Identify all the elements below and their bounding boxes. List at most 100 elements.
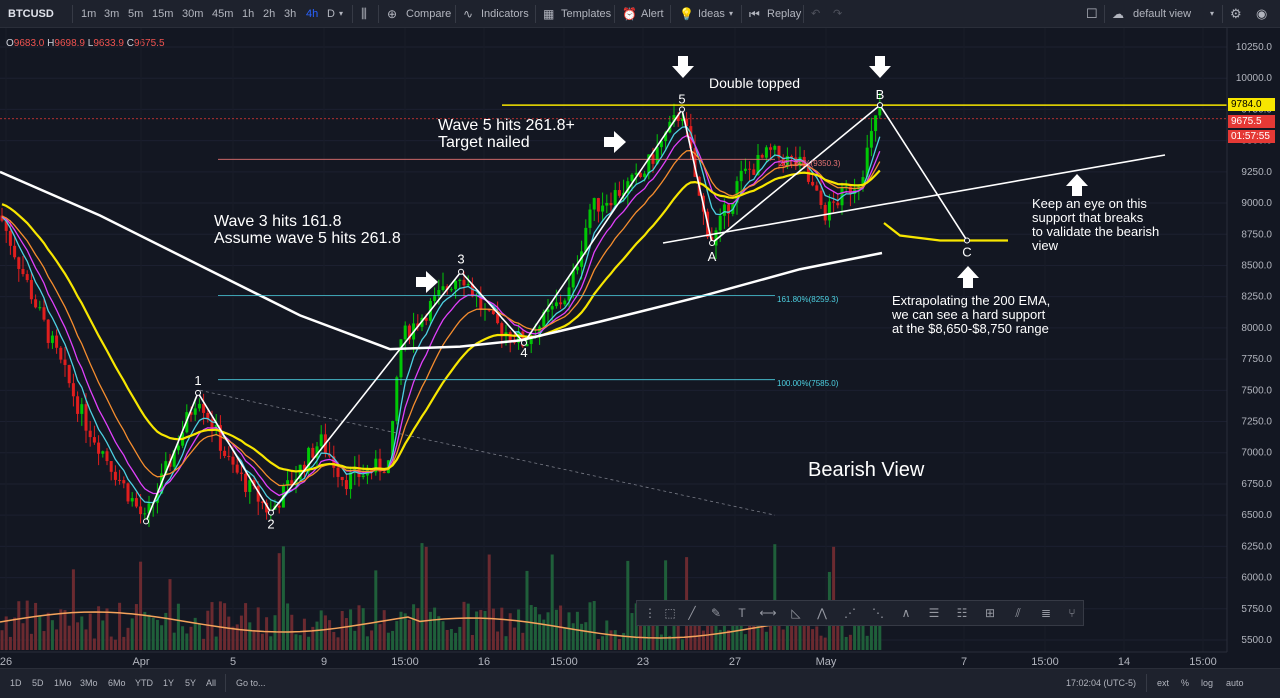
fan-icon[interactable]: ⫽ — [1015, 606, 1021, 620]
time-tick-label: 5 — [230, 656, 236, 668]
interval-1h[interactable]: 1h — [242, 8, 255, 20]
interval-45m[interactable]: 45m — [212, 8, 234, 20]
cursor-icon[interactable]: ⬚ — [664, 606, 676, 620]
grid-icon[interactable]: ⊞ — [984, 606, 996, 620]
interval-d[interactable]: D — [327, 8, 335, 20]
symbol-search[interactable]: BTCUSD — [8, 8, 54, 20]
undo-icon[interactable]: ↶ — [811, 8, 821, 20]
channel-icon[interactable]: ≣ — [1040, 606, 1052, 620]
candle-body — [88, 430, 92, 438]
chevron-down-icon[interactable]: ▾ — [1210, 9, 1215, 18]
fullscreen-icon[interactable]: ☐ — [1086, 6, 1098, 21]
drag-handle-icon[interactable]: ⋮ — [644, 606, 656, 620]
interval-3h[interactable]: 3h — [284, 8, 297, 20]
wave-label: C — [962, 245, 971, 260]
trend-line-icon[interactable]: ╱ — [688, 606, 696, 620]
chevron-down-icon[interactable]: ▾ — [729, 9, 734, 18]
interval-15m[interactable]: 15m — [152, 8, 174, 20]
elliott-icon[interactable]: ⋱ — [872, 606, 884, 620]
volume-bar — [491, 608, 495, 650]
range-5y[interactable]: 5Y — [185, 678, 197, 688]
pitchfork-icon[interactable]: ⑂ — [1068, 606, 1076, 620]
interval-1m[interactable]: 1m — [81, 8, 97, 20]
candle-body — [244, 473, 248, 492]
fib-icon[interactable]: ☰ — [928, 606, 940, 620]
time-axis[interactable]: 26 Apr 5 9 15:00 16 15:00 23 27 May 7 15:00 14 15:00 — [0, 651, 1227, 668]
volume-bar — [571, 623, 575, 650]
candle-body — [777, 145, 781, 158]
volume-bar — [609, 630, 613, 650]
candle-body — [743, 168, 747, 171]
candle-body — [59, 347, 63, 360]
volume-bar — [370, 630, 374, 650]
chevron-down-icon[interactable]: ▾ — [339, 9, 344, 18]
volume-bar — [386, 632, 390, 650]
time-tick-label: 16 — [478, 656, 490, 668]
camera-icon[interactable]: ◉ — [1256, 6, 1268, 21]
gear-icon[interactable]: ⚙ — [1230, 6, 1242, 21]
volume-bar — [374, 570, 378, 650]
volume-bar — [193, 617, 197, 650]
measure-icon[interactable]: ⟷ — [759, 606, 777, 620]
fib-1618-label: 161.80%(8259.3) — [777, 295, 839, 304]
range-all[interactable]: All — [206, 678, 217, 688]
volume-bar — [328, 620, 332, 650]
auto-scale-toggle[interactable]: auto — [1226, 678, 1244, 688]
candle-body — [269, 509, 273, 513]
utc-clock[interactable]: 17:02:04 (UTC-5) — [1066, 678, 1137, 688]
candle-body — [416, 323, 420, 327]
range-1d[interactable]: 1D — [10, 678, 22, 688]
open-value: 9683.0 — [13, 38, 45, 49]
ruler-icon[interactable]: ◺ — [791, 606, 801, 620]
layout-select[interactable]: default view — [1133, 8, 1192, 20]
range-3mo[interactable]: 3Mo — [80, 678, 98, 688]
indicators-button[interactable]: Indicators — [481, 8, 529, 20]
candle-body — [38, 307, 42, 309]
candle-body — [92, 437, 96, 443]
compare-button[interactable]: Compare — [406, 8, 452, 20]
abcd-icon[interactable]: ⋰ — [844, 606, 856, 620]
candle-body — [248, 480, 252, 492]
alert-button[interactable]: Alert — [641, 8, 664, 20]
redo-icon[interactable]: ↷ — [833, 8, 843, 20]
interval-4h[interactable]: 4h — [306, 8, 319, 20]
log-scale-toggle[interactable]: log — [1201, 678, 1214, 688]
drawing-toolbar[interactable]: ⋮ ⬚ ╱ ✎ T ⟷ ◺ ⋀ ⋰ ⋱ ∧ ☰ ☷ ⊞ ⫽ ≣ ⑂ — [636, 600, 1084, 626]
go-to-button[interactable]: Go to... — [236, 678, 266, 688]
candle-body — [865, 147, 869, 178]
level-price-badge: 9784.0 — [1228, 98, 1275, 111]
templates-button[interactable]: Templates — [561, 8, 612, 20]
ext-hours-toggle[interactable]: ext — [1157, 678, 1170, 688]
interval-3m[interactable]: 3m — [104, 8, 120, 20]
price-tick-label: 7750.0 — [1241, 354, 1272, 365]
support-note-line: Keep an eye on this — [1032, 196, 1147, 211]
candles-icon[interactable]: ⫼ — [361, 6, 367, 21]
pattern-icon[interactable]: ⋀ — [817, 606, 827, 620]
replay-button[interactable]: Replay — [767, 8, 802, 20]
range-5d[interactable]: 5D — [32, 678, 44, 688]
candle-body — [693, 148, 697, 177]
range-ytd[interactable]: YTD — [135, 678, 153, 688]
volume-bar — [403, 613, 407, 650]
wave-icon[interactable]: ∧ — [901, 606, 911, 620]
volume-bar — [596, 639, 600, 650]
gann-icon[interactable]: ☷ — [956, 606, 968, 620]
interval-5m[interactable]: 5m — [128, 8, 144, 20]
range-1y[interactable]: 1Y — [163, 678, 175, 688]
percent-scale-toggle[interactable]: % — [1181, 678, 1190, 688]
brush-icon[interactable]: ✎ — [710, 606, 722, 620]
candle-body — [319, 434, 323, 447]
ideas-button[interactable]: Ideas — [698, 8, 725, 20]
candle-body — [21, 268, 25, 275]
support-note-line: to validate the bearish — [1032, 224, 1160, 239]
range-6mo[interactable]: 6Mo — [108, 678, 126, 688]
range-1mo[interactable]: 1Mo — [54, 678, 72, 688]
candle-body — [664, 132, 668, 142]
volume-bar — [630, 613, 634, 650]
interval-2h[interactable]: 2h — [263, 8, 276, 20]
arrow-right-icon — [416, 271, 438, 293]
text-icon[interactable]: T — [738, 606, 746, 620]
interval-30m[interactable]: 30m — [182, 8, 204, 20]
candle-body — [0, 215, 4, 221]
